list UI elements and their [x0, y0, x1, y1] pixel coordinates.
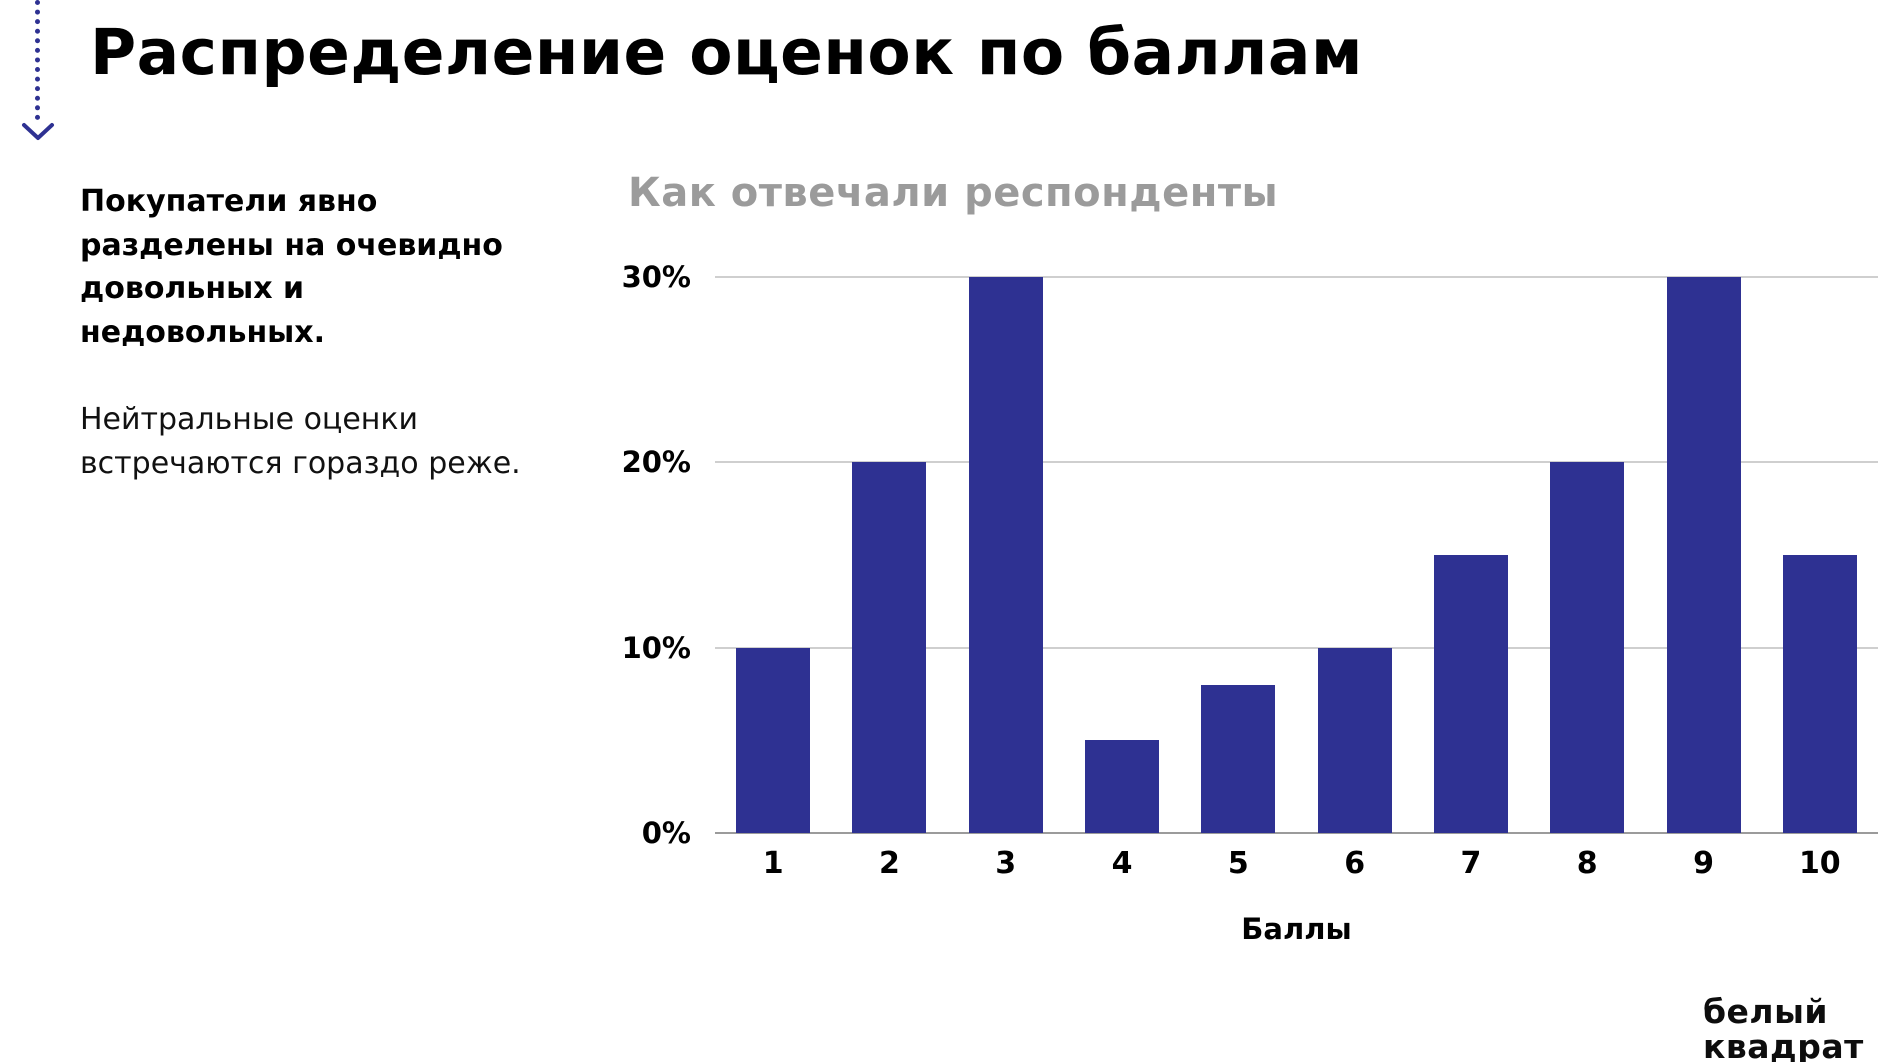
y-tick-label: 0%: [641, 816, 691, 850]
x-tick-label: 10: [1798, 846, 1841, 881]
x-tick-label: 7: [1460, 846, 1482, 881]
bar-8: [1550, 462, 1625, 833]
bar-9: [1666, 277, 1741, 833]
insight-primary: Покупатели явно разделены на очевидно до…: [80, 184, 503, 350]
x-tick-label: 1: [762, 846, 784, 881]
x-axis-labels: 1 2 3 4 5 6 7 8 9 10: [715, 846, 1878, 881]
down-arrow-icon: [20, 0, 64, 142]
x-axis-title: Баллы: [1241, 912, 1352, 946]
bar-slot: [1180, 277, 1296, 833]
page-title: Распределение оценок по баллам: [90, 16, 1363, 89]
logo-line-2: квадрат: [1703, 1026, 1864, 1062]
logo: белый квадрат: [1703, 992, 1864, 1062]
x-tick-label: 4: [1111, 846, 1133, 881]
bar-7: [1433, 555, 1508, 833]
bar-slot: [715, 277, 831, 833]
y-tick-label: 30%: [621, 260, 691, 294]
bar-4: [1085, 740, 1160, 833]
y-axis-labels: 0% 10% 20% 30%: [610, 260, 705, 850]
down-arrow-chevron: [22, 123, 54, 140]
bar-3: [968, 277, 1043, 833]
y-tick-label: 20%: [621, 445, 691, 480]
down-arrow-dotted-line: [35, 0, 40, 120]
bar-slot: [1529, 277, 1645, 833]
bar-1: [736, 647, 811, 833]
gridline: [715, 832, 1878, 834]
bar-slot: [1064, 277, 1180, 833]
x-tick-label: 2: [879, 846, 900, 881]
x-tick-label: 6: [1344, 846, 1366, 881]
bar-slot: [1296, 277, 1412, 833]
x-tick-label: 3: [995, 846, 1017, 881]
x-tick-label: 5: [1227, 846, 1249, 881]
gridline: [715, 461, 1878, 464]
bar-2: [852, 462, 927, 833]
x-tick-label: 8: [1576, 846, 1598, 881]
y-tick-label: 10%: [621, 630, 691, 665]
bar-slot: [1413, 277, 1529, 833]
bar-chart: 0% 10% 20% 30%: [610, 260, 1878, 850]
gridline: [715, 646, 1878, 649]
x-tick-label: 9: [1693, 846, 1714, 881]
insight-text-block: Покупатели явно разделены на очевидно до…: [80, 180, 540, 485]
chart-plot: [715, 276, 1878, 834]
bar-slot: [948, 277, 1064, 833]
logo-line-1: белый: [1703, 992, 1829, 1031]
chart-bars: [715, 277, 1878, 833]
bar-6: [1317, 647, 1392, 833]
bar-slot: [831, 277, 947, 833]
gridline: [715, 276, 1878, 278]
bar-10: [1782, 555, 1857, 833]
insight-secondary: Нейтральные оценки встречаются гораздо р…: [80, 402, 521, 481]
bar-5: [1201, 684, 1276, 833]
bar-slot: [1762, 277, 1878, 833]
chart-title: Как отвечали респонденты: [628, 170, 1279, 216]
bar-slot: [1645, 277, 1761, 833]
